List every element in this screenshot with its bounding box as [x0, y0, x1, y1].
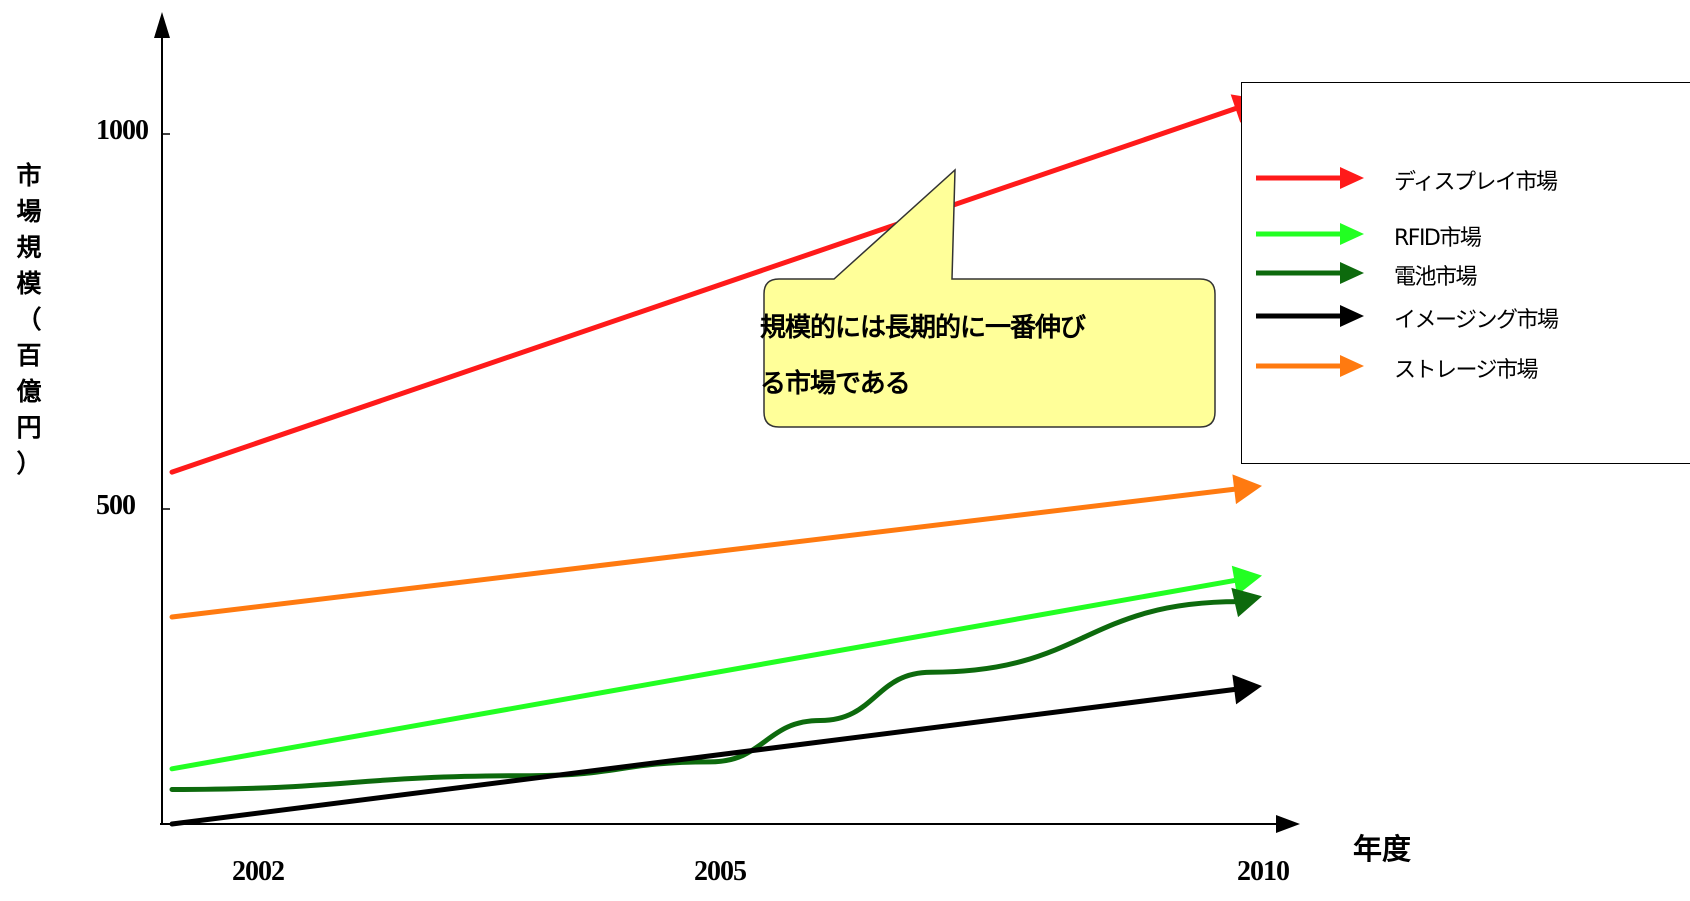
y-axis-label-char: 模	[16, 269, 42, 298]
legend-arrow-icon	[1256, 305, 1364, 327]
legend-arrow-icon	[1256, 262, 1364, 284]
legend-label: ストレージ市場	[1394, 358, 1539, 383]
x-tick-label: 2002	[232, 856, 285, 887]
y-axis-label-char: 円	[16, 413, 42, 442]
legend-item: RFID市場	[1242, 214, 1682, 254]
series-layer	[169, 94, 1262, 827]
y-axis-label-char: 市	[16, 161, 42, 190]
legend-item: 電池市場	[1242, 253, 1682, 293]
callout	[763, 168, 1216, 428]
y-axis-label-char: 規	[16, 233, 42, 262]
y-tick-label: 1000	[96, 115, 149, 146]
series-arrowhead-icon	[1231, 587, 1262, 618]
x-axis-arrowhead-icon	[1276, 815, 1300, 833]
y-axis-label-char: ）	[16, 449, 42, 478]
series-arrowhead-icon	[1231, 565, 1262, 596]
y-axis-label-char: 億	[16, 377, 42, 406]
legend-arrow-icon	[1256, 223, 1364, 245]
series-arrowhead-icon	[1232, 474, 1262, 505]
y-axis-label-char: 百	[16, 341, 42, 370]
legend: ディスプレイ市場 RFID市場 電池市場 イメージング市場 ストレージ市場	[1241, 82, 1690, 464]
legend-item: イメージング市場	[1242, 296, 1682, 336]
legend-label: イメージング市場	[1394, 308, 1559, 333]
series-line	[169, 599, 1242, 792]
callout-bubble	[763, 168, 1216, 428]
legend-arrow-icon	[1256, 355, 1364, 377]
callout-text: 規模的には長期的に一番伸び る市場である	[760, 300, 1180, 412]
y-tick-label: 500	[96, 490, 136, 521]
legend-label: ディスプレイ市場	[1394, 170, 1558, 195]
x-tick-label: 2005	[694, 856, 747, 887]
x-tick-label: 2010	[1237, 856, 1290, 887]
x-axis-label: 年度	[1353, 832, 1412, 866]
legend-item: ディスプレイ市場	[1242, 158, 1682, 198]
series-line	[169, 686, 1241, 827]
series-arrowhead-icon	[1232, 674, 1262, 705]
legend-label: RFID市場	[1394, 226, 1482, 251]
axes	[154, 12, 1300, 833]
series-line	[169, 104, 1242, 475]
callout-line: 規模的には長期的に一番伸び	[760, 313, 1086, 343]
y-axis-label-char: 場	[16, 197, 42, 226]
legend-arrow-icon	[1256, 167, 1364, 189]
y-axis-arrowhead-icon	[154, 12, 170, 38]
series-line	[169, 577, 1241, 772]
callout-line: る市場である	[760, 369, 911, 399]
legend-label: 電池市場	[1394, 265, 1478, 290]
y-axis-label-char: （	[16, 305, 42, 334]
legend-item: ストレージ市場	[1242, 346, 1682, 386]
y-axis-label: 市 場 規 模 （ 百 億 円 ）	[12, 158, 46, 482]
series-line	[169, 486, 1241, 620]
